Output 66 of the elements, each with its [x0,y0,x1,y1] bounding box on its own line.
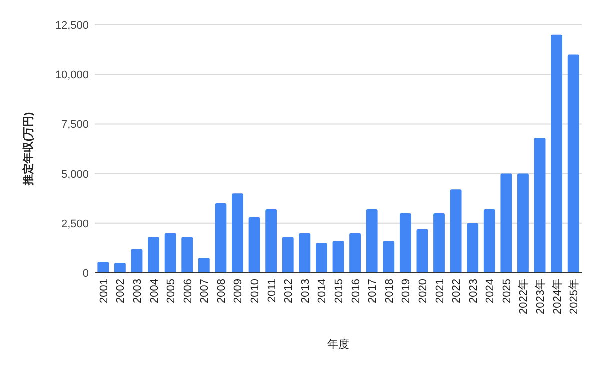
x-tick-label: 2021 [434,279,446,304]
x-tick-label: 2002 [115,279,128,304]
x-tick-label: 2023 [468,279,480,304]
bar [400,213,412,273]
bar [484,210,496,273]
x-tick-label: 2013 [300,279,312,304]
y-tick-label: 2,500 [61,218,89,230]
bar [266,210,278,273]
bar [215,204,227,273]
x-tick-label: 2019 [400,279,413,304]
bar [114,263,126,273]
bar [518,174,529,273]
x-tick-label: 2025年 [568,279,581,314]
x-tick-label: 2018 [384,279,396,304]
x-tick-label: 2022 [451,279,464,304]
x-tick-label: 2020 [417,279,430,304]
bar [350,233,361,273]
x-tick-label: 2010 [250,279,262,304]
x-tick-label: 2022年 [518,279,530,314]
x-tick-label: 2023年 [535,279,548,314]
x-tick-label: 2009 [232,279,245,304]
x-tick-label: 2017 [367,279,380,304]
bar [182,237,194,273]
x-tick-label: 2024年 [552,279,564,314]
x-tick-label: 2007 [199,279,212,304]
x-tick-label: 2014 [316,279,329,304]
x-tick-label: 2025 [501,279,514,304]
bar [148,237,160,273]
x-tick-label: 2003 [132,279,144,304]
bar [164,233,176,273]
bar [316,243,328,273]
bar [383,241,395,273]
y-tick-label: 10,000 [55,70,89,82]
x-tick-label: 2024 [484,279,497,304]
y-tick-label: 0 [82,268,89,280]
x-tick-label: 2004 [148,279,161,304]
bar [450,190,462,273]
bar [416,229,428,273]
y-tick-label: 5,000 [61,168,89,181]
x-tick-label: 2016 [350,279,362,304]
x-tick-label: 2011 [266,279,278,303]
bar [434,213,445,273]
bar [467,223,479,273]
y-tick-label: 7,500 [61,119,89,132]
bar [198,258,210,273]
bar [568,54,580,273]
bar [366,210,378,273]
y-tick-label: 12,500 [55,20,89,32]
x-tick-label: 2012 [283,279,296,304]
bar [248,217,260,273]
bar [332,241,344,273]
x-tick-label: 2001 [98,279,110,304]
x-tick-label: 2008 [216,279,228,304]
bar [282,237,294,273]
bar [534,138,546,273]
x-tick-label: 2006 [182,279,194,304]
bar [551,34,563,273]
y-axis-title: 推定年収(万円) [22,112,35,187]
x-tick-label: 2015 [334,279,346,304]
bar [131,249,143,273]
bar [98,262,110,273]
bar [500,174,512,273]
bar [299,233,311,273]
x-tick-label: 2005 [166,279,178,304]
x-axis-title: 年度 [328,338,350,351]
bar [232,194,244,273]
